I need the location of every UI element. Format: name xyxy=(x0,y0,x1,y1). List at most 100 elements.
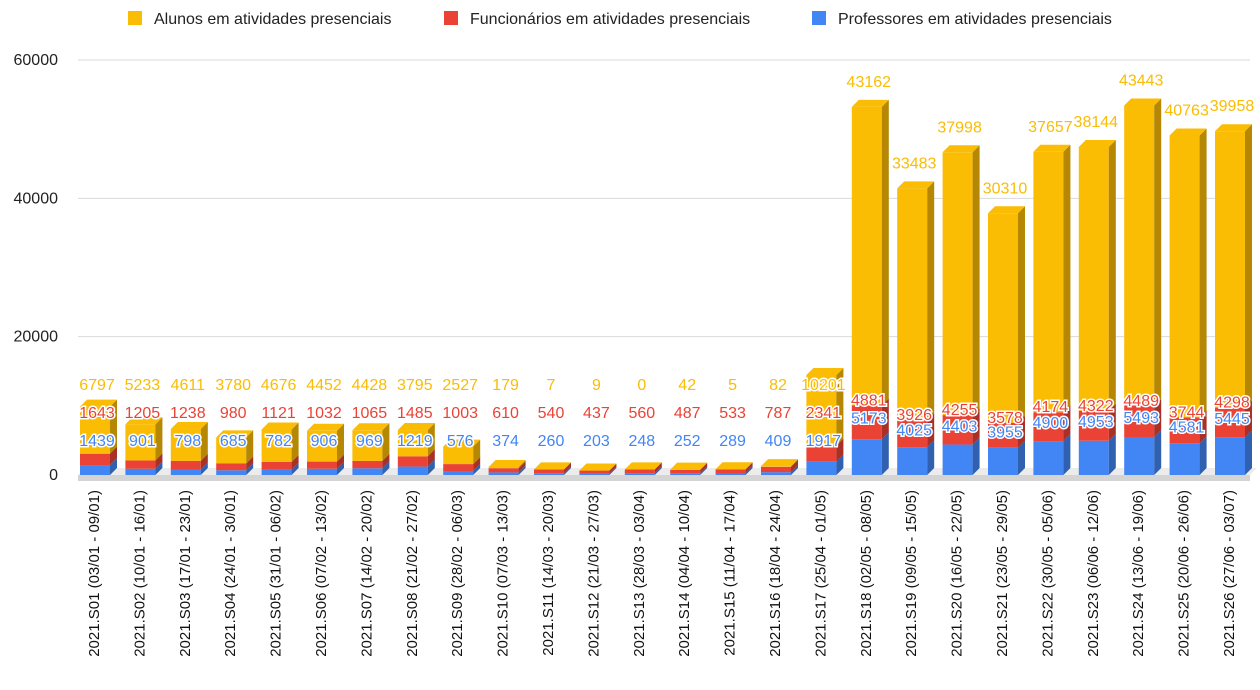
bar-top-face xyxy=(443,439,481,447)
data-label-alunos: 5 xyxy=(728,377,737,394)
bar-segment-side xyxy=(246,463,254,475)
bar-top-face xyxy=(170,422,208,430)
bar-segment-front xyxy=(534,469,564,474)
data-label-funcionarios: 437 xyxy=(583,405,610,422)
y-tick-label: 40000 xyxy=(14,190,59,207)
bar-segment-front xyxy=(1124,105,1155,406)
x-tick-label: 2021.S22 (30/05 - 05/06) xyxy=(1039,490,1056,657)
bar-segment-front xyxy=(397,466,428,475)
bar-segment-side xyxy=(745,462,753,474)
bar-segment-side xyxy=(564,462,571,474)
data-label-funcionarios: 3578 xyxy=(987,410,1023,427)
data-label-funcionarios: 487 xyxy=(674,405,701,422)
bar-segment-side xyxy=(291,454,299,470)
bar-segment-front xyxy=(897,447,928,475)
data-label-professores: 901 xyxy=(129,433,156,450)
y-axis-tick-labels: 0 20000 40000 60000 xyxy=(14,52,59,484)
bar-segment-side xyxy=(745,462,753,470)
data-label-professores: 969 xyxy=(356,433,383,450)
legend-item: Funcionários em atividades presenciais xyxy=(444,11,750,28)
bar-segment-front xyxy=(80,453,110,466)
data-label-funcionarios: 1121 xyxy=(261,405,296,422)
bar-segment-side xyxy=(110,446,117,466)
bar-segment-front xyxy=(806,461,837,475)
bar-segment-front xyxy=(670,473,701,475)
data-label-funcionarios: 533 xyxy=(719,405,746,422)
data-label-alunos: 7 xyxy=(547,377,556,394)
data-label-alunos: 40763 xyxy=(1164,102,1209,119)
bar-segment-front xyxy=(579,470,610,474)
bar-segment-front xyxy=(488,472,519,475)
bar-segment-front xyxy=(488,468,519,473)
legend: Alunos em atividades presenciais Funcioná… xyxy=(128,11,1112,28)
data-label-funcionarios: 4298 xyxy=(1214,395,1250,412)
bar-segment-side xyxy=(791,459,798,473)
bar-segment-front xyxy=(851,106,882,406)
data-label-alunos: 43162 xyxy=(847,74,892,91)
data-label-alunos: 3780 xyxy=(215,377,251,394)
bar-segment-side xyxy=(337,423,344,462)
bar-segment-front xyxy=(216,470,247,475)
data-label-professores: 374 xyxy=(492,433,519,450)
bar-segment-side xyxy=(1018,440,1025,475)
bar-segment-side xyxy=(427,449,435,467)
data-label-funcionarios: 1643 xyxy=(79,405,115,422)
data-label-alunos: 4611 xyxy=(171,377,206,394)
data-label-funcionarios: 1205 xyxy=(125,405,161,422)
bar-segment-front xyxy=(1078,440,1109,475)
bar-top-face xyxy=(579,463,617,471)
bar-segment-front xyxy=(216,437,247,464)
bar-segment-front xyxy=(1124,405,1155,438)
bar-segment-front xyxy=(942,444,973,475)
data-label-alunos: 43443 xyxy=(1119,72,1164,89)
bar-segment-side xyxy=(110,458,117,475)
data-label-funcionarios: 787 xyxy=(765,405,792,422)
data-labels: 1439 1643 6797 901 1205 5233 798 1238 4611 685 980… xyxy=(78,71,1256,452)
data-label-professores: 4581 xyxy=(1169,419,1205,436)
bar-segment-front xyxy=(534,473,564,475)
bar-top-face xyxy=(851,99,889,107)
bar-top-face xyxy=(624,462,662,470)
bar-segment-side xyxy=(836,454,844,475)
bar-top-face xyxy=(715,462,753,470)
bar-top-face xyxy=(1215,124,1252,132)
data-label-alunos: 39958 xyxy=(1210,98,1255,115)
bar-segment-side xyxy=(1245,124,1252,408)
bar-segment-front xyxy=(761,472,791,475)
data-label-professores: 906 xyxy=(311,433,338,450)
bar-segment-side xyxy=(473,457,481,472)
x-tick-label: 2021.S19 (09/05 - 15/05) xyxy=(903,490,920,657)
legend-label: Alunos em atividades presenciais xyxy=(154,11,391,28)
bar-segment-side xyxy=(1063,144,1071,413)
data-label-professores: 252 xyxy=(674,433,701,450)
data-label-funcionarios: 540 xyxy=(538,405,565,422)
bar-segment-side xyxy=(881,432,889,475)
bar-segment-side xyxy=(337,454,344,469)
bar-segment-side xyxy=(972,408,980,445)
x-tick-label: 2021.S03 (17/01 - 23/01) xyxy=(177,490,194,657)
data-label-professores: 203 xyxy=(583,433,610,450)
bar-segment-front xyxy=(1169,135,1200,418)
x-tick-label: 2021.S24 (13/06 - 19/06) xyxy=(1130,490,1147,657)
bar-segment-side xyxy=(1245,430,1252,475)
bar-segment-front xyxy=(1169,443,1200,475)
bar-segment-front xyxy=(1215,407,1245,438)
bar-segment-side xyxy=(927,413,935,448)
data-label-alunos: 38144 xyxy=(1074,114,1119,131)
bars xyxy=(80,98,1252,475)
x-tick-label: 2021.S14 (04/04 - 10/04) xyxy=(676,490,693,657)
data-label-professores: 576 xyxy=(447,433,474,450)
bar-segment-side xyxy=(246,456,254,471)
bar-segment-front xyxy=(443,471,474,475)
bar-segment-side xyxy=(110,399,117,454)
legend-swatch xyxy=(444,11,458,25)
data-label-funcionarios: 980 xyxy=(220,405,247,422)
data-label-alunos: 6797 xyxy=(79,377,115,394)
bar-segment-side xyxy=(654,462,662,474)
bar-segment-front xyxy=(806,445,837,462)
bar-segment-side xyxy=(382,423,390,461)
data-label-funcionarios: 1003 xyxy=(442,405,478,422)
bar-segment-front xyxy=(942,152,973,416)
bar-segment-side xyxy=(927,181,935,421)
bar-top-face xyxy=(1078,140,1116,148)
